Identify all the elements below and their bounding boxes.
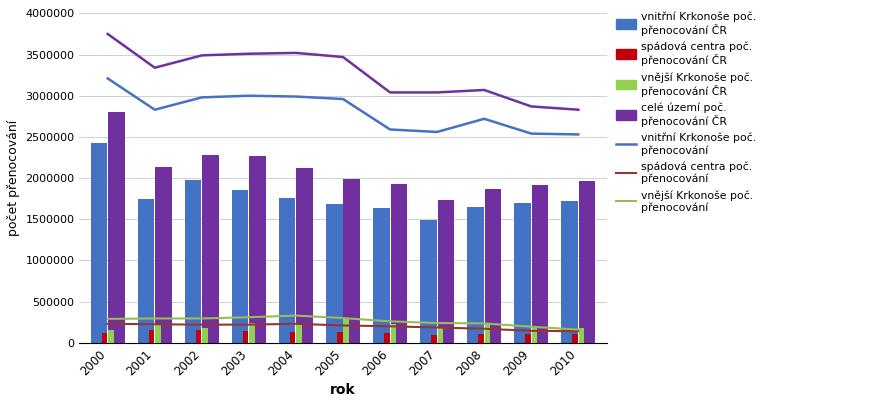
Bar	[391, 184, 407, 343]
Bar	[102, 333, 107, 343]
Bar	[532, 186, 549, 343]
Bar	[195, 330, 202, 343]
Bar	[250, 156, 266, 343]
Bar	[149, 329, 154, 343]
Bar	[91, 143, 107, 343]
Bar	[525, 334, 531, 343]
Bar	[202, 328, 208, 343]
Bar	[250, 323, 255, 343]
Bar	[108, 112, 125, 343]
Bar	[431, 334, 437, 343]
Bar	[391, 324, 396, 343]
Bar	[579, 181, 595, 343]
Bar	[232, 190, 249, 343]
Bar	[138, 199, 154, 343]
Bar	[343, 179, 360, 343]
Bar	[484, 324, 491, 343]
Bar	[343, 319, 349, 343]
Bar	[420, 220, 437, 343]
X-axis label: rok: rok	[330, 383, 356, 398]
Bar	[337, 332, 343, 343]
Bar	[155, 326, 161, 343]
Bar	[202, 155, 219, 343]
Bar	[155, 167, 172, 343]
Bar	[108, 330, 114, 343]
Bar	[572, 334, 578, 343]
Bar	[532, 326, 537, 343]
Bar	[579, 329, 584, 343]
Bar	[467, 207, 483, 343]
Bar	[290, 332, 295, 343]
Bar	[185, 180, 202, 343]
Bar	[438, 327, 443, 343]
Bar	[296, 168, 313, 343]
Bar	[478, 334, 483, 343]
Bar	[561, 201, 578, 343]
Bar	[484, 189, 501, 343]
Bar	[373, 208, 390, 343]
Bar	[296, 324, 302, 343]
Bar	[515, 203, 531, 343]
Y-axis label: počet přenocování: počet přenocování	[7, 120, 20, 236]
Bar	[326, 204, 343, 343]
Bar	[243, 331, 249, 343]
Bar	[438, 200, 454, 343]
Bar	[384, 333, 390, 343]
Legend: vnitřní Krkonoše poč.
přenocování ČR, spádová centra poč.
přenocování ČR, vnější: vnitřní Krkonoše poč. přenocování ČR, sp…	[612, 7, 761, 217]
Bar	[279, 198, 295, 343]
